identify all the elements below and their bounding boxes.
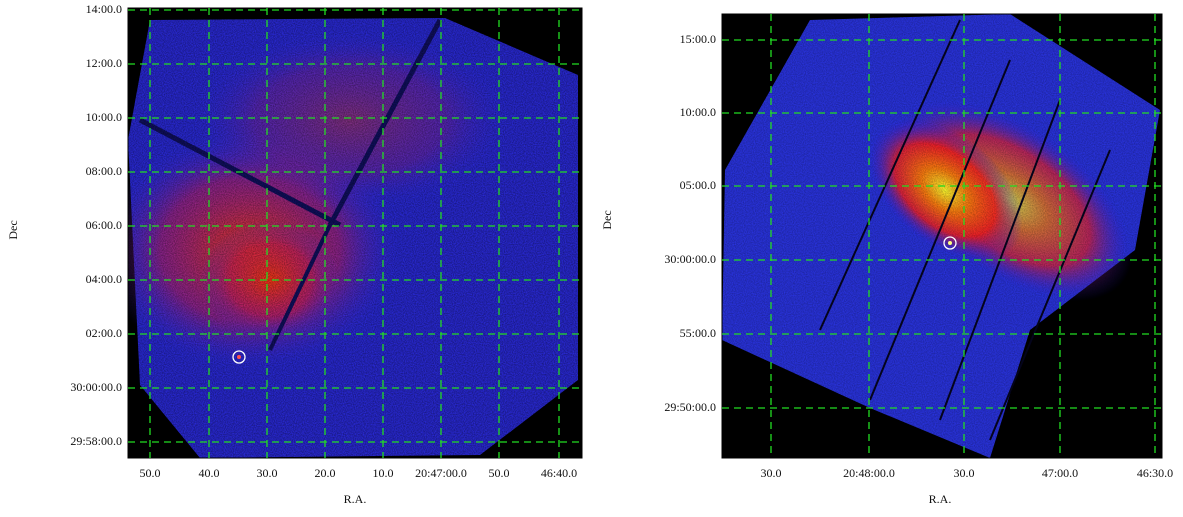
x-tick-label: 10.0: [373, 466, 394, 480]
x-tick-label: 47:00.0: [1042, 466, 1078, 480]
y-tick-label: 10:00.0: [680, 105, 716, 119]
right-frame: [721, 13, 1163, 459]
x-tick-label: 50.0: [489, 466, 510, 480]
y-tick-label: 15:00.0: [680, 32, 716, 46]
y-tick-label: 29:58:00.0: [70, 434, 122, 448]
y-tick-label: 06:00.0: [86, 218, 122, 232]
right-image: [722, 14, 1162, 458]
y-tick-label: 02:00.0: [86, 326, 122, 340]
x-axis-label: R.A.: [929, 492, 952, 506]
left-frame: [127, 7, 583, 459]
y-tick-label: 08:00.0: [86, 164, 122, 178]
y-tick-label: 04:00.0: [86, 272, 122, 286]
left-image: [128, 8, 582, 458]
x-tick-label: 30.0: [257, 466, 278, 480]
x-tick-label: 40.0: [199, 466, 220, 480]
y-tick-label: 05:00.0: [680, 178, 716, 192]
x-axis-label: R.A.: [344, 492, 367, 506]
x-tick-label: 30.0: [761, 466, 782, 480]
x-tick-label: 20:47:00.0: [415, 466, 467, 480]
y-tick-label: 55:00.0: [680, 326, 716, 340]
x-tick-label: 20.0: [315, 466, 336, 480]
y-tick-label: 30:00:00.0: [70, 380, 122, 394]
y-axis-label: Dec: [600, 210, 614, 229]
y-tick-label: 29:50:00.0: [664, 400, 716, 414]
y-tick-label: 10:00.0: [86, 110, 122, 124]
x-tick-label: 50.0: [140, 466, 161, 480]
y-tick-label: 14:00.0: [86, 2, 122, 16]
y-tick-label: 30:00:00.0: [664, 252, 716, 266]
x-tick-label: 46:30.0: [1137, 466, 1173, 480]
y-axis-label: Dec: [6, 220, 20, 239]
x-tick-label: 20:48:00.0: [843, 466, 895, 480]
x-tick-label: 46:40.0: [541, 466, 577, 480]
x-tick-label: 30.0: [954, 466, 975, 480]
y-tick-label: 12:00.0: [86, 56, 122, 70]
